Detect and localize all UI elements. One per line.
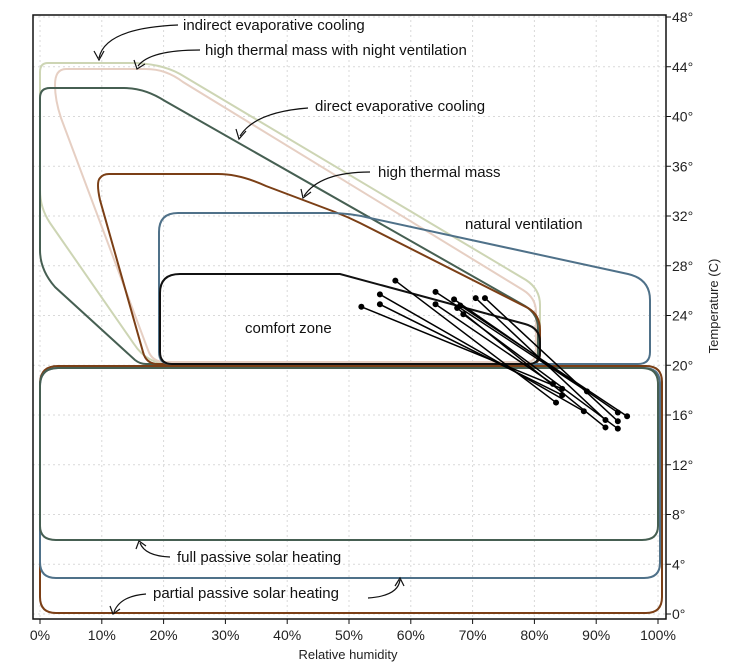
data-segment — [484, 297, 619, 422]
zone-comfort — [159, 273, 541, 365]
data-point-start — [432, 301, 439, 308]
data-segment — [475, 297, 606, 421]
data-segment — [459, 304, 628, 417]
label-direct-evaporative-cooling: direct evaporative cooling — [315, 98, 485, 115]
data-point-end — [559, 392, 566, 399]
y-tick-label: 24° — [672, 308, 693, 324]
arrow-partial-passive-solar-heating-right — [367, 579, 401, 599]
data-segment — [435, 303, 554, 385]
data-point-end — [614, 425, 621, 432]
design-strategy-zones — [39, 62, 663, 614]
y-tick-label: 44° — [672, 59, 693, 75]
label-indirect-evaporative-cooling: indirect evaporative cooling — [183, 17, 365, 34]
x-tick-label: 60% — [397, 627, 425, 643]
x-tick-label: 20% — [150, 627, 178, 643]
x-tick-label: 80% — [520, 627, 548, 643]
arrowhead-high-thermal-mass-night-ventilation — [133, 59, 146, 70]
arrowhead-full-passive-solar-heating — [135, 540, 147, 550]
data-point-start — [451, 296, 458, 303]
label-high-thermal-mass: high thermal mass — [378, 164, 501, 181]
data-point-end — [624, 413, 631, 420]
y-tick-label: 40° — [672, 109, 693, 125]
label-full-passive-solar-heating: full passive solar heating — [177, 549, 341, 566]
arrow-high-thermal-mass — [303, 171, 371, 197]
y-tick-label: 20° — [672, 357, 693, 373]
arrowhead-partial-passive-solar-heating-right — [394, 576, 405, 587]
zone-high-thermal-mass-night-ventilation — [53, 68, 537, 363]
label-natural-ventilation: natural ventilation — [465, 216, 583, 233]
axis-ticks: 0% 10% 20% 30% 40% 50% 60% 70% 80% 90% 100% 0° 4° 8° 1… — [30, 9, 693, 643]
data-point-start — [481, 295, 488, 302]
data-point-end — [553, 399, 560, 406]
label-arrows — [93, 24, 405, 615]
arrowhead-partial-passive-solar-heating-left — [109, 605, 121, 615]
label-partial-passive-solar-heating: partial passive solar heating — [153, 585, 339, 602]
x-tick-label: 40% — [273, 627, 301, 643]
data-segment — [394, 280, 557, 404]
data-point-start — [472, 295, 479, 302]
y-tick-label: 12° — [672, 457, 693, 473]
arrow-indirect-evaporative-cooling — [98, 24, 179, 59]
label-high-thermal-mass-night-ventilation: high thermal mass with night ventilation — [205, 42, 467, 59]
x-tick-label: 70% — [459, 627, 487, 643]
y-tick-label: 28° — [672, 258, 693, 274]
x-tick-label: 100% — [640, 627, 676, 643]
x-tick-label: 10% — [88, 627, 116, 643]
zone-natural-ventilation — [158, 212, 651, 365]
data-point-start — [454, 305, 461, 312]
data-point-start — [376, 291, 383, 298]
data-point-end — [549, 380, 556, 387]
data-point-end — [614, 418, 621, 425]
arrow-direct-evaporative-cooling — [239, 107, 309, 137]
arrowhead-indirect-evaporative-cooling — [93, 50, 105, 62]
arrowhead-high-thermal-mass — [300, 188, 312, 200]
zone-full-passive-solar-heating — [39, 367, 659, 541]
x-axis-title: Relative humidity — [299, 647, 398, 662]
data-point-start — [460, 311, 467, 318]
y-tick-label: 8° — [672, 507, 685, 523]
arrow-high-thermal-mass-night-ventilation — [137, 49, 201, 67]
data-point-end — [559, 385, 566, 392]
data-segments — [358, 277, 631, 432]
data-point-end — [602, 424, 609, 431]
y-tick-label: 4° — [672, 556, 685, 572]
y-tick-label: 48° — [672, 9, 693, 25]
data-point-start — [432, 288, 439, 295]
data-segment — [361, 306, 563, 390]
data-segment — [462, 313, 619, 430]
arrow-full-passive-solar-heating — [139, 542, 171, 558]
label-comfort-zone: comfort zone — [245, 320, 332, 337]
y-tick-label: 0° — [672, 606, 685, 622]
arrow-partial-passive-solar-heating-left — [113, 593, 147, 613]
y-axis-title: Temperature (C) — [706, 259, 721, 354]
zone-full-passive-solar-heating-outer — [39, 367, 661, 579]
data-point-start — [358, 303, 365, 310]
y-tick-label: 36° — [672, 158, 693, 174]
arrowhead-direct-evaporative-cooling — [235, 128, 247, 141]
data-segment — [379, 293, 585, 412]
data-point-start — [376, 301, 383, 308]
x-tick-label: 30% — [211, 627, 239, 643]
data-point-end — [580, 408, 587, 415]
x-tick-label: 90% — [582, 627, 610, 643]
x-tick-label: 50% — [335, 627, 363, 643]
y-tick-label: 16° — [672, 407, 693, 423]
x-tick-label: 0% — [30, 627, 50, 643]
data-segment — [379, 303, 563, 396]
y-tick-label: 32° — [672, 208, 693, 224]
data-point-start — [392, 277, 399, 284]
